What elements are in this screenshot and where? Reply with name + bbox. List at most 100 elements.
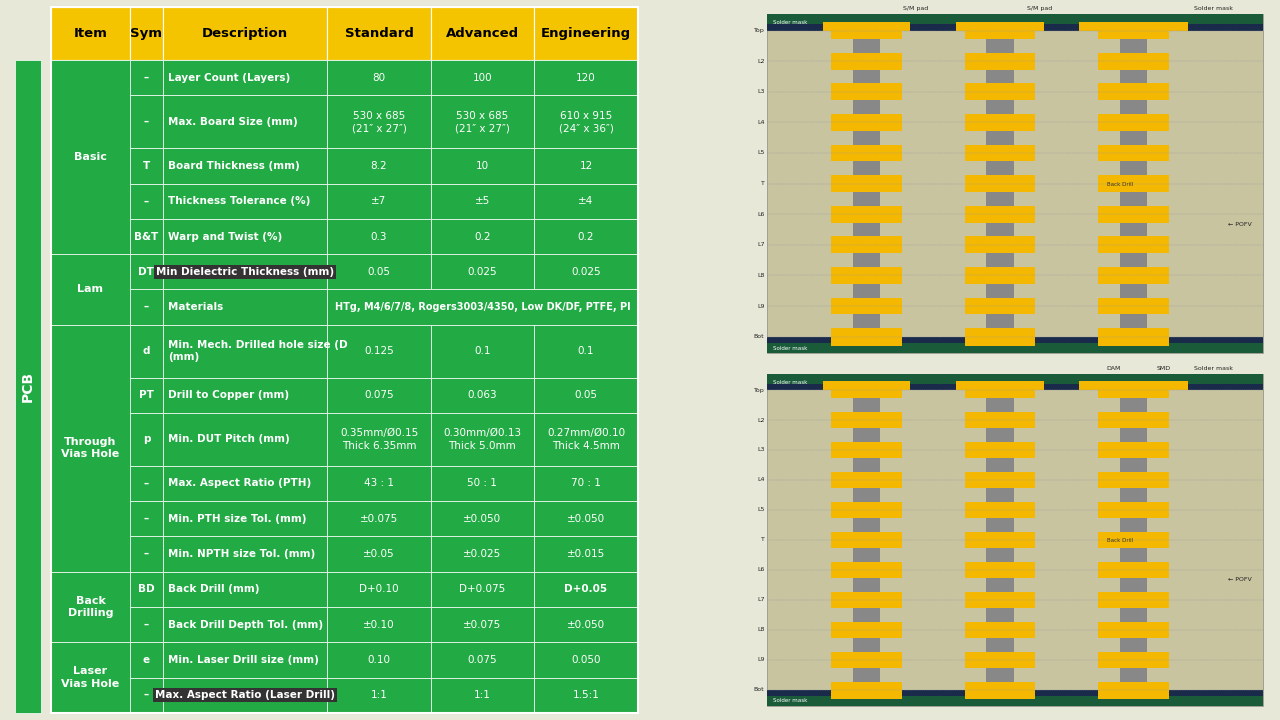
Bar	[965, 621, 1036, 638]
Bar	[965, 592, 1036, 608]
Bar	[534, 219, 639, 254]
Bar	[430, 148, 534, 184]
Text: BD: BD	[138, 585, 155, 594]
Text: 0.075: 0.075	[365, 390, 394, 400]
Text: ← POFV: ← POFV	[1228, 577, 1252, 582]
Bar	[129, 60, 163, 96]
Bar	[163, 678, 328, 713]
Bar	[1098, 683, 1169, 699]
Bar	[831, 175, 901, 192]
Bar	[1098, 382, 1169, 398]
Bar	[831, 682, 901, 698]
Bar	[129, 413, 163, 466]
Bar	[965, 236, 1036, 253]
Text: 0.1: 0.1	[474, 346, 490, 356]
Bar	[1098, 175, 1169, 192]
Bar	[534, 7, 639, 60]
Bar	[767, 690, 1262, 706]
Text: ±0.050: ±0.050	[567, 514, 605, 523]
Text: –: –	[143, 302, 148, 312]
Text: 0.2: 0.2	[474, 232, 490, 241]
Text: –: –	[143, 479, 148, 488]
Bar	[430, 413, 534, 466]
Bar	[965, 22, 1036, 39]
Bar	[534, 148, 639, 184]
Bar	[129, 572, 163, 607]
Text: 0.025: 0.025	[571, 267, 600, 276]
Bar	[767, 374, 1262, 384]
Bar	[767, 14, 1262, 24]
Bar	[51, 642, 129, 713]
Bar	[1098, 236, 1169, 253]
Text: D+0.10: D+0.10	[360, 585, 399, 594]
Text: Materials: Materials	[169, 302, 224, 312]
Text: T: T	[760, 537, 764, 542]
Bar	[831, 145, 901, 161]
Text: 0.10: 0.10	[367, 655, 390, 665]
Bar	[1098, 442, 1169, 458]
Bar	[1098, 22, 1169, 39]
Bar	[1098, 145, 1169, 161]
Bar	[430, 678, 534, 713]
Bar	[328, 60, 430, 96]
Text: 10: 10	[476, 161, 489, 171]
Bar	[51, 60, 129, 254]
Bar	[430, 607, 534, 642]
Bar	[328, 572, 430, 607]
Bar	[767, 337, 1262, 353]
Bar	[163, 60, 328, 96]
Text: 0.3: 0.3	[371, 232, 388, 241]
Bar	[534, 678, 639, 713]
Text: 1:1: 1:1	[474, 690, 490, 700]
Bar	[163, 572, 328, 607]
Text: Back Drill (mm): Back Drill (mm)	[169, 585, 260, 594]
Text: Through
Vias Hole: Through Vias Hole	[61, 437, 119, 459]
Text: ±7: ±7	[371, 197, 387, 206]
Bar	[987, 390, 1014, 690]
Text: PCB: PCB	[20, 371, 35, 402]
Bar	[852, 390, 879, 690]
Bar	[1079, 22, 1188, 30]
Bar	[328, 413, 430, 466]
Bar	[129, 642, 163, 678]
Text: –: –	[143, 549, 148, 559]
Text: Warp and Twist (%): Warp and Twist (%)	[169, 232, 283, 241]
Bar	[163, 536, 328, 572]
Text: 70 : 1: 70 : 1	[571, 479, 600, 488]
Bar	[965, 682, 1036, 698]
Bar	[965, 206, 1036, 222]
Bar	[430, 254, 534, 289]
Bar	[1098, 621, 1169, 638]
Bar	[51, 254, 129, 325]
Text: Back Drill: Back Drill	[1107, 539, 1133, 544]
Text: Min Dielectric Thickness (mm): Min Dielectric Thickness (mm)	[156, 267, 334, 276]
Bar	[163, 254, 328, 289]
Bar	[430, 642, 534, 678]
Bar	[1098, 592, 1169, 608]
Bar	[1098, 267, 1169, 284]
Bar	[163, 7, 328, 60]
Text: DT: DT	[138, 267, 155, 276]
Text: Board Thickness (mm): Board Thickness (mm)	[169, 161, 300, 171]
Text: Solder mask: Solder mask	[773, 20, 808, 25]
Bar	[965, 330, 1036, 346]
Text: 0.35mm/Ø0.15
Thick 6.35mm: 0.35mm/Ø0.15 Thick 6.35mm	[340, 428, 419, 451]
Bar	[328, 466, 430, 501]
Text: e: e	[143, 655, 150, 665]
Text: 12: 12	[580, 161, 593, 171]
Bar	[831, 683, 901, 699]
Bar	[1098, 562, 1169, 578]
Text: 0.050: 0.050	[571, 655, 600, 665]
Text: Back
Drilling: Back Drilling	[68, 595, 113, 618]
Bar	[831, 206, 901, 222]
Text: L2: L2	[756, 58, 764, 63]
Text: ±4: ±4	[579, 197, 594, 206]
Bar	[965, 531, 1036, 548]
Bar	[129, 378, 163, 413]
Text: L6: L6	[756, 212, 764, 217]
Bar	[163, 219, 328, 254]
Text: Max. Aspect Ratio (Laser Drill): Max. Aspect Ratio (Laser Drill)	[155, 690, 335, 700]
Bar	[965, 53, 1036, 70]
Bar	[767, 374, 1262, 706]
Bar	[534, 378, 639, 413]
